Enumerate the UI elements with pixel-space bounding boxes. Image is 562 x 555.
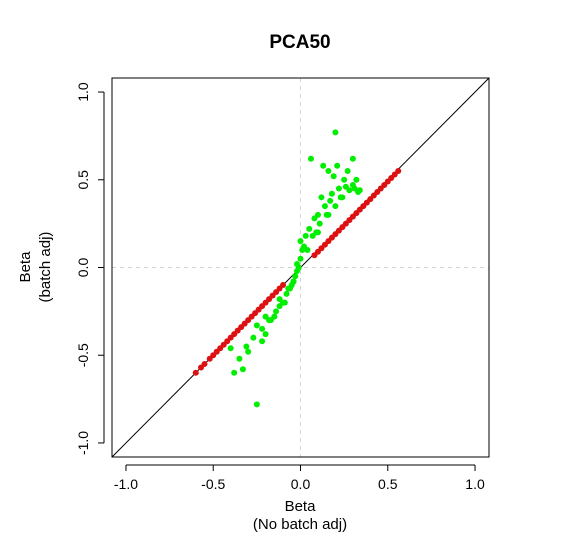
data-point: [330, 173, 337, 180]
data-point: [349, 155, 356, 162]
x-tick-label: 1.0: [465, 476, 485, 492]
data-point: [314, 229, 321, 236]
x-axis-label-line1: Beta: [285, 498, 317, 515]
data-point: [294, 260, 301, 267]
data-point: [276, 303, 283, 310]
data-point: [292, 273, 299, 280]
data-point: [325, 167, 332, 174]
data-point: [253, 322, 260, 329]
data-point: [306, 225, 313, 232]
data-point: [250, 334, 257, 341]
data-point: [253, 401, 260, 408]
data-point: [271, 313, 278, 320]
y-tick-label: -0.5: [75, 343, 91, 367]
data-point: [335, 185, 342, 192]
data-point: [334, 162, 341, 169]
data-point: [262, 331, 269, 338]
y-tick-label: 0.5: [75, 170, 91, 190]
data-point: [304, 246, 311, 253]
y-tick-label: -1.0: [75, 431, 91, 455]
data-point: [311, 215, 318, 222]
x-tick-label: -0.5: [201, 476, 225, 492]
y-axis-label-line2: (batch adj): [37, 232, 54, 303]
data-point: [316, 220, 323, 227]
data-point: [351, 185, 358, 192]
data-point: [321, 203, 328, 210]
x-axis: -1.0 -0.5 0.0 0.5 1.0: [114, 464, 485, 492]
data-point: [227, 345, 234, 352]
data-point: [341, 176, 348, 183]
data-point: [231, 369, 238, 376]
data-point: [290, 278, 297, 285]
data-point: [344, 167, 351, 174]
data-point: [395, 167, 402, 174]
data-point: [273, 308, 280, 315]
data-point: [259, 325, 266, 332]
x-tick-label: 0.0: [291, 476, 311, 492]
reference-lines: [112, 78, 489, 457]
data-point: [328, 190, 335, 197]
x-axis-label-line2: (No batch adj): [253, 516, 347, 533]
x-tick-label: -1.0: [114, 476, 138, 492]
data-point: [294, 268, 301, 275]
data-point: [259, 338, 266, 345]
data-point: [281, 299, 288, 306]
data-point: [346, 187, 353, 194]
y-tick-label: 1.0: [75, 82, 91, 102]
data-point: [266, 317, 273, 324]
data-point: [285, 285, 292, 292]
chart-title: PCA50: [269, 32, 330, 53]
data-point: [320, 162, 327, 169]
data-point: [307, 155, 314, 162]
y-axis: -1.0 -0.5 0.0 0.5 1.0: [75, 82, 105, 455]
data-point: [236, 355, 243, 362]
series-red-points: [192, 167, 402, 376]
data-point: [192, 369, 199, 376]
data-point: [245, 348, 252, 355]
data-point: [297, 255, 304, 262]
data-point: [243, 343, 250, 350]
data-point: [239, 366, 246, 373]
data-point: [276, 296, 283, 303]
data-point: [201, 361, 208, 368]
data-point: [353, 176, 360, 183]
x-tick-label: 0.5: [378, 476, 398, 492]
data-point: [283, 290, 290, 297]
data-point: [327, 197, 334, 204]
data-point: [332, 203, 339, 210]
data-point: [280, 282, 287, 289]
data-point: [325, 211, 332, 218]
data-point: [318, 194, 325, 201]
plot-frame: [111, 77, 490, 458]
series-green-points: [227, 129, 363, 408]
data-point: [297, 238, 304, 245]
y-axis-label-line1: Beta: [17, 251, 34, 283]
data-point: [302, 232, 309, 239]
data-point: [337, 194, 344, 201]
y-tick-label: 0.0: [75, 258, 91, 278]
data-point: [332, 129, 339, 136]
data-point: [356, 187, 363, 194]
